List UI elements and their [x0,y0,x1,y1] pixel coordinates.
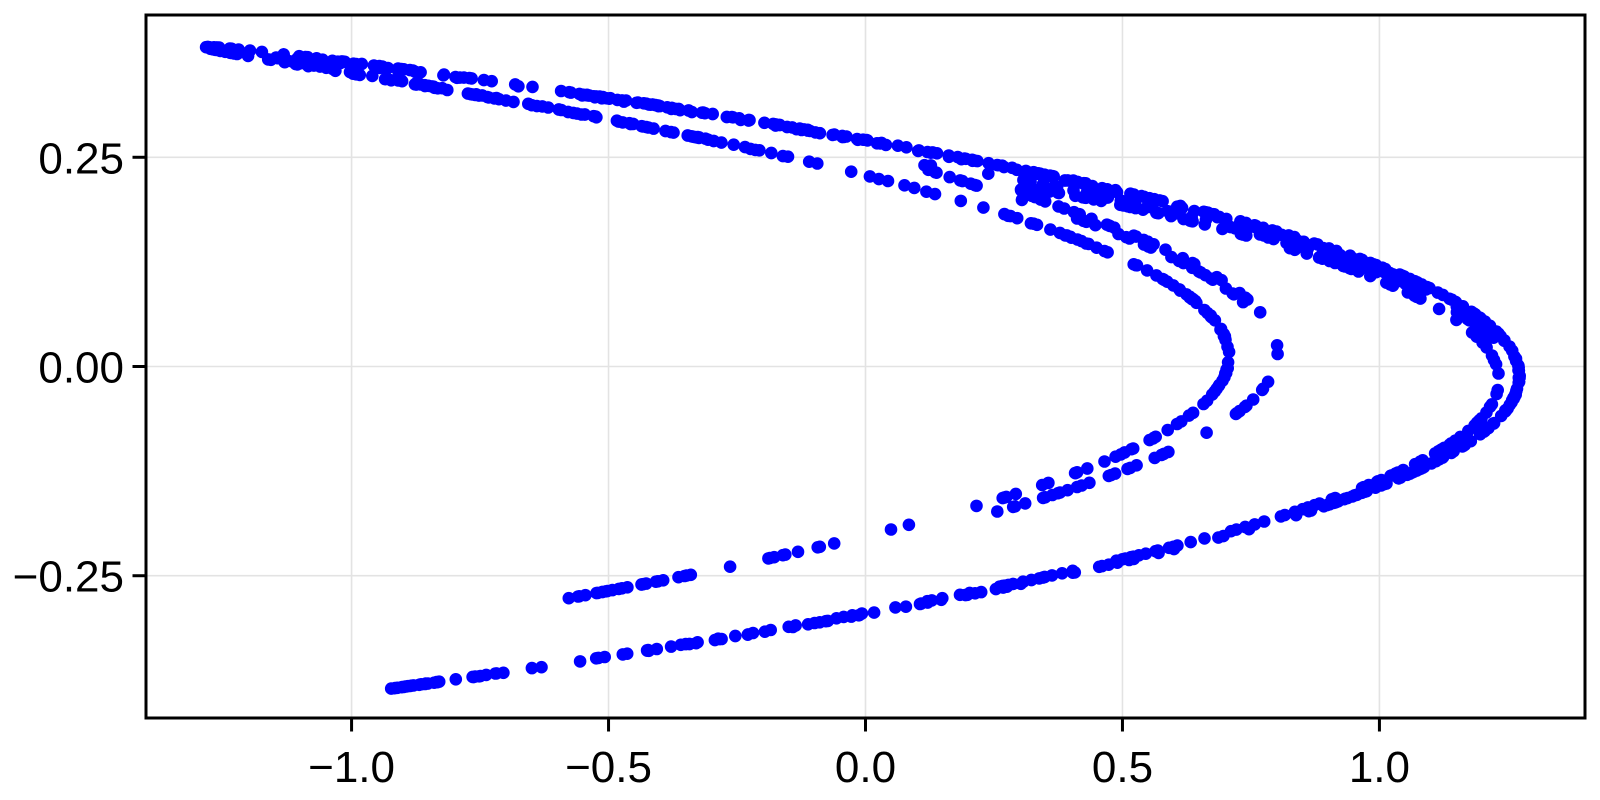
y-tick-label: −0.25 [13,553,124,602]
axis-tick-labels: −1.0 −0.5 0.0 0.5 1.0 0.25 0.00 −0.25 [13,134,1410,792]
axis-ticks [132,155,1381,732]
x-tick-label: −1.0 [308,743,395,792]
gridlines [146,15,1585,718]
plot-frame [144,13,1587,720]
scatter-point-cloud [199,40,1526,695]
y-tick-label: 0.00 [38,344,124,393]
scatter-points [199,40,1526,695]
y-tick-label: 0.25 [38,134,124,183]
x-tick-label: −0.5 [565,743,652,792]
x-tick-label: 0.5 [1092,743,1153,792]
x-tick-label: 0.0 [835,743,896,792]
x-tick-label: 1.0 [1349,743,1410,792]
